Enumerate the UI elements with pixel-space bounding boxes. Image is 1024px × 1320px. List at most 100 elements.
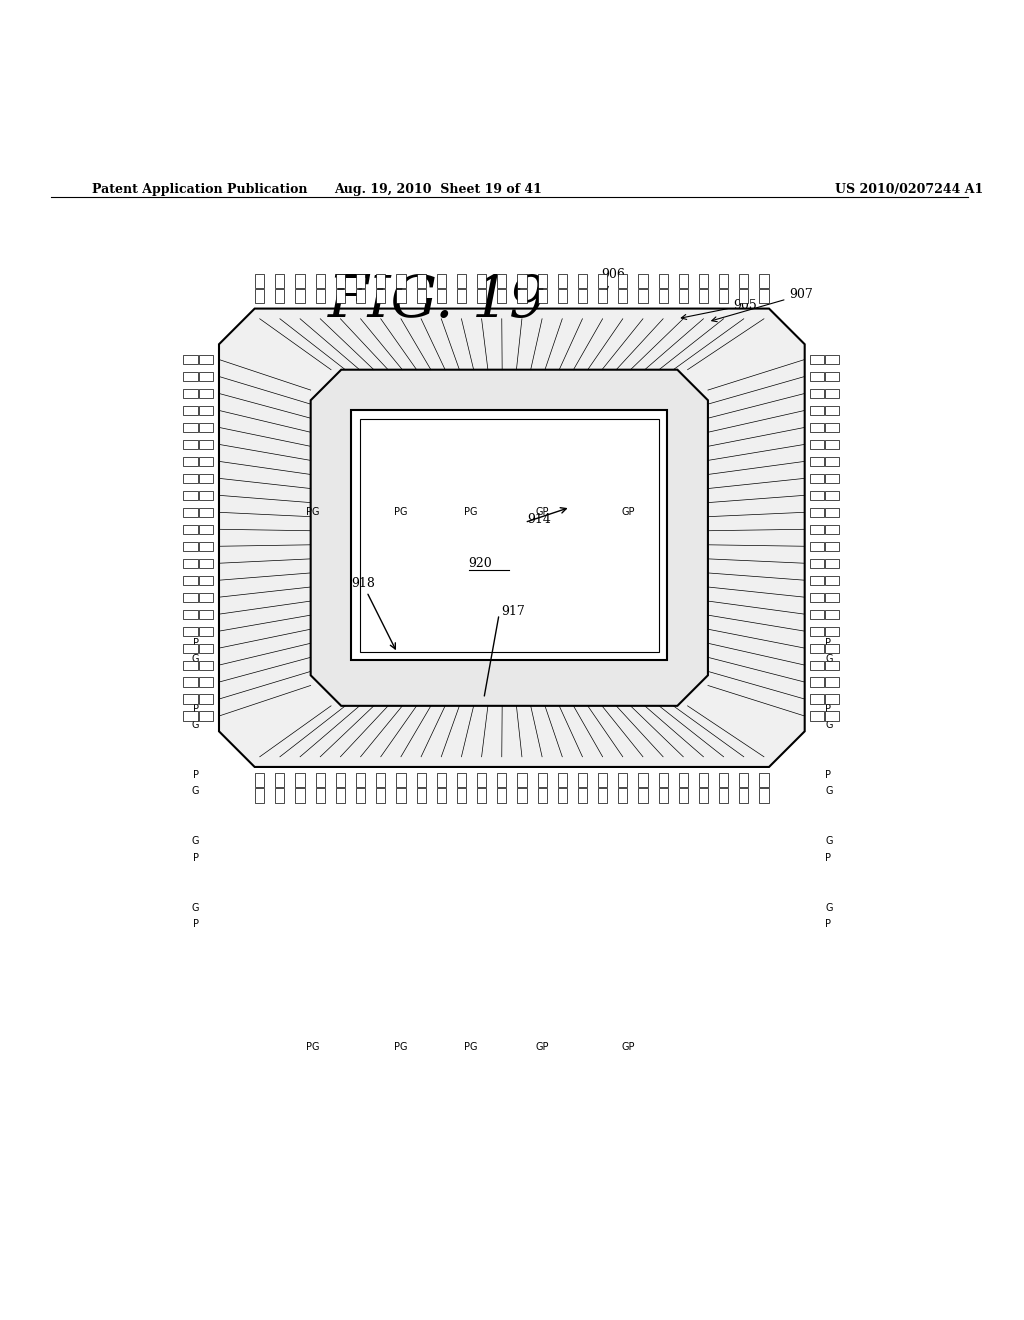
Bar xyxy=(810,389,824,399)
Bar xyxy=(825,610,840,619)
Bar xyxy=(376,289,385,304)
Bar xyxy=(255,289,264,304)
Text: G: G xyxy=(191,653,199,664)
Bar xyxy=(477,774,486,787)
Bar xyxy=(183,491,198,500)
Bar xyxy=(457,275,466,288)
Text: 907: 907 xyxy=(712,288,813,322)
Bar xyxy=(199,440,213,449)
Bar xyxy=(199,660,213,669)
Bar xyxy=(396,774,406,787)
Text: G: G xyxy=(825,837,833,846)
Bar xyxy=(825,576,840,585)
Bar xyxy=(739,275,749,288)
Bar xyxy=(558,788,567,803)
Bar xyxy=(810,558,824,568)
Text: PG: PG xyxy=(306,507,319,517)
Bar xyxy=(810,711,824,721)
Bar xyxy=(517,275,526,288)
Text: US 2010/0207244 A1: US 2010/0207244 A1 xyxy=(836,183,983,197)
Bar xyxy=(618,289,628,304)
Bar xyxy=(183,576,198,585)
Text: P: P xyxy=(193,853,199,862)
Bar xyxy=(183,627,198,636)
Bar xyxy=(810,677,824,686)
Bar xyxy=(538,275,547,288)
Bar xyxy=(477,275,486,288)
Text: G: G xyxy=(191,837,199,846)
Bar xyxy=(679,275,688,288)
Bar xyxy=(255,275,264,288)
Bar xyxy=(183,677,198,686)
Bar xyxy=(618,275,628,288)
Bar xyxy=(183,644,198,652)
Bar xyxy=(578,788,587,803)
Bar xyxy=(698,774,708,787)
Text: P: P xyxy=(825,704,831,714)
Bar xyxy=(679,788,688,803)
Bar xyxy=(810,440,824,449)
Bar xyxy=(825,491,840,500)
Bar xyxy=(396,788,406,803)
Bar xyxy=(376,774,385,787)
Bar xyxy=(275,289,285,304)
Bar xyxy=(810,660,824,669)
Bar xyxy=(760,289,769,304)
Bar xyxy=(698,289,708,304)
Bar xyxy=(825,694,840,704)
Bar xyxy=(698,275,708,288)
Bar xyxy=(336,289,345,304)
Text: G: G xyxy=(825,903,833,912)
Bar xyxy=(719,289,728,304)
Bar xyxy=(457,774,466,787)
Bar xyxy=(517,289,526,304)
Bar xyxy=(417,275,426,288)
Bar xyxy=(199,644,213,652)
Bar xyxy=(810,541,824,550)
Bar xyxy=(199,677,213,686)
Bar xyxy=(810,491,824,500)
Bar xyxy=(810,457,824,466)
Text: 920: 920 xyxy=(469,557,493,570)
Polygon shape xyxy=(219,309,805,767)
Bar xyxy=(810,405,824,414)
Bar xyxy=(315,774,325,787)
Bar xyxy=(598,289,607,304)
Text: G: G xyxy=(825,653,833,664)
Bar xyxy=(199,491,213,500)
Bar xyxy=(255,774,264,787)
Bar xyxy=(498,788,506,803)
Text: Aug. 19, 2010  Sheet 19 of 41: Aug. 19, 2010 Sheet 19 of 41 xyxy=(334,183,542,197)
Bar xyxy=(296,788,305,803)
Bar xyxy=(275,275,285,288)
Text: G: G xyxy=(825,787,833,796)
Bar xyxy=(296,289,305,304)
Bar xyxy=(183,457,198,466)
Bar xyxy=(356,774,366,787)
Bar xyxy=(183,508,198,517)
Bar xyxy=(183,694,198,704)
Bar xyxy=(417,788,426,803)
Bar xyxy=(498,289,506,304)
Text: P: P xyxy=(825,770,831,780)
Bar xyxy=(760,774,769,787)
Bar xyxy=(825,711,840,721)
Bar xyxy=(698,788,708,803)
Bar xyxy=(825,389,840,399)
Bar xyxy=(810,355,824,364)
Bar xyxy=(183,372,198,381)
Bar xyxy=(679,289,688,304)
Text: PG: PG xyxy=(306,1041,319,1052)
Bar xyxy=(638,774,647,787)
Text: P: P xyxy=(193,770,199,780)
Bar xyxy=(825,372,840,381)
Bar xyxy=(199,389,213,399)
Bar xyxy=(810,694,824,704)
Bar xyxy=(199,694,213,704)
Bar xyxy=(376,788,385,803)
Bar xyxy=(517,774,526,787)
Bar xyxy=(199,422,213,432)
Bar xyxy=(658,275,668,288)
Bar xyxy=(825,457,840,466)
Bar xyxy=(199,541,213,550)
